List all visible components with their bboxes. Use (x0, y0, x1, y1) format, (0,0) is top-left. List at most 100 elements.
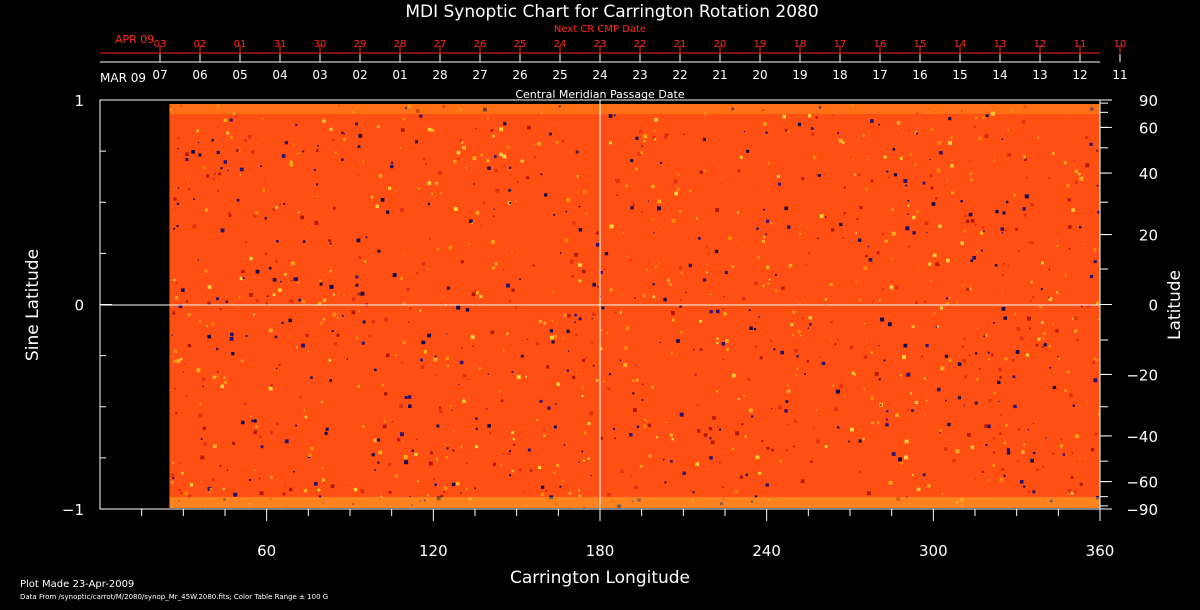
field-speck (1041, 346, 1044, 349)
field-speck (288, 318, 292, 323)
field-speck (671, 438, 674, 441)
field-speck (355, 122, 358, 126)
field-speck (1007, 264, 1009, 267)
field-speck (671, 311, 675, 315)
field-speck (878, 123, 880, 126)
field-speck (717, 426, 719, 428)
field-speck (654, 265, 657, 269)
field-speck (824, 216, 827, 218)
field-speck (289, 299, 294, 303)
field-speck (460, 492, 462, 494)
next-cr-month-label: APR 09 (115, 33, 154, 46)
field-speck (683, 133, 685, 136)
field-speck (527, 125, 531, 130)
field-speck (1055, 329, 1059, 333)
field-speck (979, 368, 981, 370)
field-speck (502, 453, 504, 455)
field-speck (511, 288, 515, 292)
field-speck (587, 422, 591, 426)
field-speck (947, 439, 949, 441)
field-speck (705, 246, 708, 248)
field-speck (564, 238, 569, 242)
field-speck (539, 399, 543, 403)
field-speck (508, 189, 511, 192)
field-speck (722, 359, 724, 360)
field-speck (503, 122, 507, 126)
field-speck (427, 333, 431, 338)
field-speck (844, 232, 846, 234)
field-speck (653, 232, 655, 234)
field-speck (216, 104, 220, 108)
field-speck (566, 329, 570, 333)
field-speck (444, 443, 446, 446)
field-speck (543, 428, 546, 431)
field-speck (1095, 359, 1098, 362)
field-speck (538, 319, 543, 323)
next-cr-date-label: 23 (594, 39, 607, 50)
field-speck (834, 407, 838, 412)
field-speck (219, 308, 222, 310)
field-speck (784, 128, 788, 132)
field-speck (708, 427, 713, 431)
field-speck (737, 211, 740, 214)
field-speck (371, 453, 375, 457)
field-speck (866, 336, 868, 339)
field-speck (576, 175, 579, 178)
field-speck (621, 294, 623, 296)
field-speck (848, 440, 850, 443)
field-speck (981, 226, 985, 229)
field-speck (964, 214, 967, 218)
field-speck (209, 491, 211, 494)
field-speck (341, 131, 344, 135)
field-speck (763, 122, 767, 126)
field-speck (784, 409, 788, 413)
field-speck (758, 471, 762, 475)
field-speck (207, 487, 212, 491)
field-speck (787, 225, 791, 229)
field-speck (950, 136, 953, 139)
field-speck (862, 134, 865, 137)
field-speck (511, 371, 514, 373)
field-speck (282, 492, 286, 496)
field-speck (284, 439, 289, 444)
field-speck (185, 176, 188, 178)
field-speck (1057, 498, 1059, 501)
field-speck (187, 343, 192, 348)
field-speck (766, 446, 770, 450)
field-speck (1005, 423, 1008, 427)
field-speck (453, 207, 458, 211)
field-speck (988, 324, 990, 326)
field-speck (509, 166, 512, 169)
next-cr-date-label: 21 (674, 39, 687, 50)
field-speck (763, 236, 766, 239)
field-speck (709, 437, 712, 440)
field-speck (630, 475, 632, 477)
field-speck (664, 481, 667, 484)
field-speck (297, 281, 300, 285)
field-speck (888, 480, 893, 485)
next-cr-date-label: 28 (394, 39, 407, 50)
field-speck (1071, 208, 1075, 212)
field-speck (362, 425, 365, 428)
field-speck (679, 305, 682, 308)
field-speck (360, 291, 365, 296)
field-speck (185, 395, 188, 398)
field-speck (841, 380, 843, 382)
field-speck (794, 348, 798, 353)
field-speck (842, 141, 845, 144)
field-speck (609, 141, 613, 145)
field-speck (932, 253, 937, 258)
cmp-date-label: 07 (152, 68, 167, 82)
field-speck (390, 164, 394, 169)
field-speck (260, 165, 262, 168)
field-speck (985, 444, 988, 446)
field-speck (921, 356, 923, 358)
next-cr-date-axis: 03 02 01 31 30 29 28 27 26 25 24 23 22 21 20 19 18 17 16 15… (154, 39, 1126, 53)
field-speck (1023, 155, 1026, 159)
field-speck (270, 431, 273, 435)
cmp-date-label: 06 (192, 68, 207, 82)
field-speck (563, 444, 566, 446)
field-speck (697, 404, 699, 406)
field-speck (647, 261, 649, 263)
